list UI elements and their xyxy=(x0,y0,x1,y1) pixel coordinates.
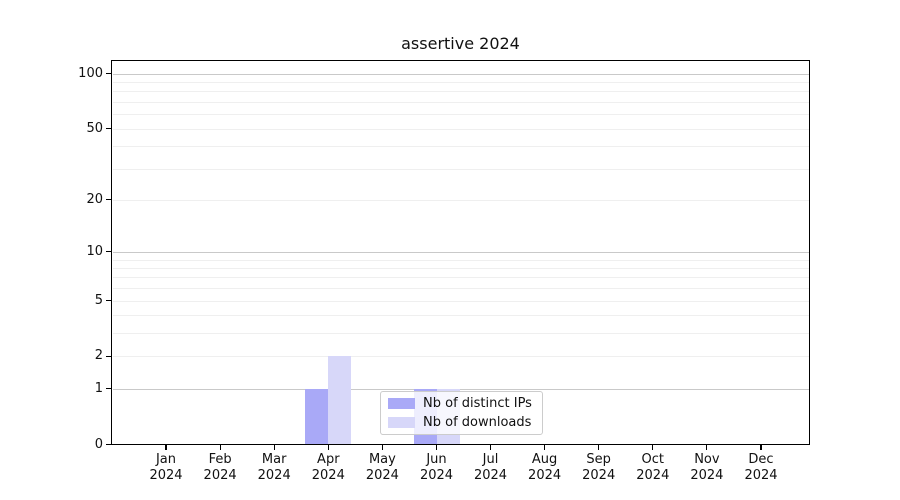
x-tick-mark xyxy=(544,445,546,450)
bar-distinct-ips-3 xyxy=(305,388,329,444)
chart-title: assertive 2024 xyxy=(401,34,520,53)
y-tick-label: 0 xyxy=(94,436,103,452)
y-gridline-major xyxy=(112,388,809,390)
y-gridline-minor xyxy=(112,259,809,261)
x-tick-label: Dec 2024 xyxy=(744,452,778,483)
y-gridline-minor xyxy=(112,168,809,170)
y-gridline-minor xyxy=(112,82,809,84)
y-tick-mark xyxy=(106,443,111,446)
y-tick-mark xyxy=(106,251,111,253)
x-tick-label: Feb 2024 xyxy=(203,452,237,483)
x-tick-label: Apr 2024 xyxy=(311,452,345,483)
y-gridline-minor xyxy=(112,300,809,302)
x-tick-label: Jun 2024 xyxy=(419,452,454,483)
bar-downloads-3 xyxy=(328,356,352,444)
y-tick-mark xyxy=(106,355,111,357)
y-gridline-minor xyxy=(112,199,809,201)
y-gridline-major xyxy=(112,73,809,75)
x-tick-label: May 2024 xyxy=(365,452,399,483)
legend-item-downloads: Nb of downloads xyxy=(388,415,536,431)
x-tick-mark xyxy=(489,445,492,450)
x-tick-mark xyxy=(652,445,654,450)
x-tick-mark xyxy=(435,445,438,450)
y-tick-mark xyxy=(106,388,111,390)
x-tick-label: Jan 2024 xyxy=(149,452,183,483)
y-tick-label: 100 xyxy=(78,65,103,81)
y-tick-label: 10 xyxy=(86,243,103,259)
y-tick-mark xyxy=(106,199,111,201)
y-gridline-minor xyxy=(112,114,809,116)
y-gridline-minor xyxy=(112,91,809,93)
y-gridline-minor xyxy=(112,146,809,148)
legend-label-distinct-ips: Nb of distinct IPs xyxy=(423,395,532,411)
legend: Nb of distinct IPs Nb of downloads xyxy=(380,391,543,435)
x-tick-label: Mar 2024 xyxy=(257,452,291,483)
x-tick-label: Sep 2024 xyxy=(582,452,616,483)
x-tick-mark xyxy=(219,445,221,450)
y-tick-label: 2 xyxy=(94,348,103,364)
x-tick-label: Oct 2024 xyxy=(636,452,670,483)
x-tick-mark xyxy=(327,445,329,450)
y-gridline-minor xyxy=(112,288,809,290)
legend-swatch-downloads xyxy=(388,417,415,428)
x-tick-mark xyxy=(273,445,275,450)
y-gridline-minor xyxy=(112,102,809,103)
y-tick-mark xyxy=(106,128,111,130)
y-gridline-minor xyxy=(112,333,809,335)
x-tick-mark xyxy=(381,445,383,450)
y-gridline-major xyxy=(112,251,809,253)
x-tick-mark xyxy=(165,445,167,450)
legend-item-distinct-ips: Nb of distinct IPs xyxy=(388,396,536,412)
y-tick-label: 20 xyxy=(86,191,103,207)
y-gridline-minor xyxy=(112,277,809,279)
x-tick-mark xyxy=(760,445,762,450)
legend-swatch-distinct-ips xyxy=(388,398,415,409)
x-tick-label: Jul 2024 xyxy=(473,452,508,483)
y-gridline-minor xyxy=(112,356,809,358)
y-tick-label: 1 xyxy=(94,380,103,396)
x-tick-label: Aug 2024 xyxy=(528,452,562,483)
y-tick-mark xyxy=(106,73,111,75)
x-tick-mark xyxy=(706,445,708,450)
legend-label-downloads: Nb of downloads xyxy=(423,414,532,430)
y-gridline-minor xyxy=(112,315,809,317)
y-tick-label: 5 xyxy=(94,292,103,308)
y-tick-label: 50 xyxy=(86,120,103,136)
x-tick-mark xyxy=(598,445,600,450)
y-tick-mark xyxy=(106,299,111,302)
y-gridline-minor xyxy=(112,128,809,130)
x-tick-label: Nov 2024 xyxy=(690,452,724,483)
y-gridline-minor xyxy=(112,268,809,269)
